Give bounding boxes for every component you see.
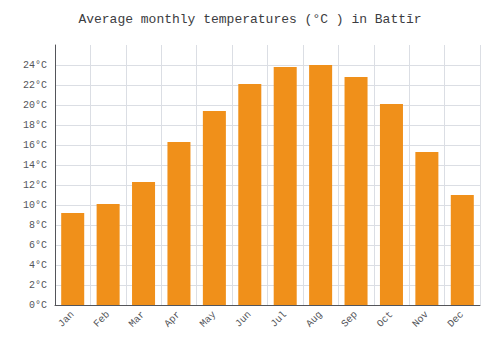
svg-text:Jan: Jan <box>56 309 76 329</box>
svg-text:20°C: 20°C <box>23 100 47 111</box>
svg-text:12°C: 12°C <box>23 180 47 191</box>
svg-text:Dec: Dec <box>446 309 466 329</box>
svg-text:Feb: Feb <box>92 309 112 329</box>
svg-text:2°C: 2°C <box>29 280 47 291</box>
svg-text:Jun: Jun <box>233 309 253 329</box>
svg-text:14°C: 14°C <box>23 160 47 171</box>
svg-text:Mar: Mar <box>127 309 147 329</box>
svg-text:Apr: Apr <box>162 309 182 329</box>
svg-text:16°C: 16°C <box>23 140 47 151</box>
svg-text:Average monthly temperatures (: Average monthly temperatures (°C ) in Ba… <box>78 12 421 27</box>
svg-text:Oct: Oct <box>375 309 395 329</box>
svg-text:Sep: Sep <box>339 309 359 329</box>
svg-text:22°C: 22°C <box>23 80 47 91</box>
svg-text:Nov: Nov <box>410 309 430 329</box>
svg-text:Aug: Aug <box>304 309 324 329</box>
svg-text:10°C: 10°C <box>23 200 47 211</box>
svg-text:24°C: 24°C <box>23 60 47 71</box>
svg-text:8°C: 8°C <box>29 220 47 231</box>
svg-text:18°C: 18°C <box>23 120 47 131</box>
svg-text:Jul: Jul <box>269 309 289 329</box>
svg-text:May: May <box>198 309 218 329</box>
svg-text:6°C: 6°C <box>29 240 47 251</box>
svg-text:0°C: 0°C <box>29 300 47 311</box>
svg-text:4°C: 4°C <box>29 260 47 271</box>
